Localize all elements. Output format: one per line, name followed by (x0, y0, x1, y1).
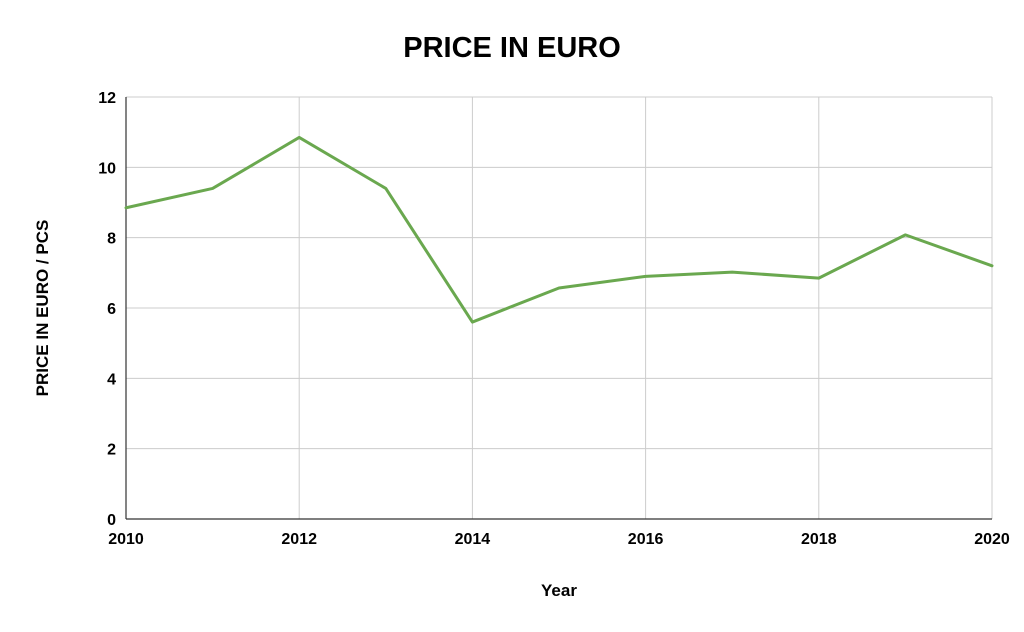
y-tick-labels: 0 2 4 6 8 10 12 (98, 90, 116, 529)
grid (125, 96, 993, 519)
x-tick-label: 2020 (974, 531, 1010, 548)
x-tick-label: 2018 (801, 531, 837, 548)
y-tick-label: 10 (98, 160, 116, 177)
y-axis-title: PRICE IN EURO / PCS (33, 220, 52, 397)
x-tick-labels: 2010 2012 2014 2016 2018 2020 (108, 531, 1010, 548)
x-tick-label: 2012 (281, 531, 317, 548)
x-tick-label: 2014 (455, 531, 491, 548)
y-tick-label: 0 (107, 512, 116, 529)
y-tick-label: 2 (107, 442, 116, 459)
y-tick-label: 6 (107, 301, 116, 318)
chart-title: PRICE IN EURO (403, 32, 621, 64)
y-tick-label: 8 (107, 231, 116, 248)
series-line (124, 135, 994, 324)
series (124, 135, 994, 324)
y-tick-label: 12 (98, 90, 116, 107)
x-tick-label: 2016 (628, 531, 664, 548)
x-tick-label: 2010 (108, 531, 144, 548)
y-tick-label: 4 (107, 371, 116, 388)
axes (125, 97, 992, 520)
x-axis-title: Year (541, 581, 577, 600)
